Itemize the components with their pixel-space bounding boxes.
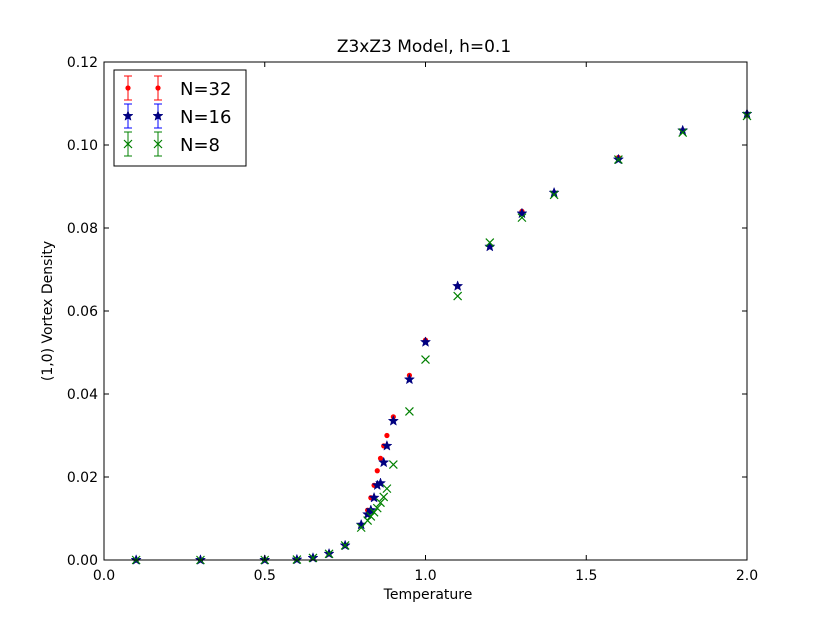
legend-marker: [152, 110, 164, 121]
data-point: [453, 291, 463, 301]
data-point: [387, 415, 399, 426]
data-point: [452, 280, 464, 291]
data-point: [376, 498, 385, 508]
legend-marker: [123, 139, 133, 149]
data-point: [613, 155, 623, 164]
legend-marker: [122, 110, 134, 121]
y-tick-label: 0.00: [67, 553, 98, 569]
x-tick-label: 2.0: [736, 568, 758, 584]
legend-marker: [153, 139, 163, 149]
y-tick-label: 0.10: [67, 138, 98, 154]
data-point: [378, 456, 390, 468]
x-tick-label: 1.5: [575, 568, 597, 584]
data-point: [403, 373, 416, 385]
x-axis-label: Temperature: [383, 587, 473, 603]
axis-ticks: 0.0 0.5 1.0 1.5 2.0 0.00 0.02 0.04 0.06 0.08 0.10 0…: [67, 55, 758, 584]
data-point: [382, 484, 392, 494]
legend-label: N=32: [180, 79, 231, 100]
legend-box: [113, 69, 247, 167]
data-point: [549, 190, 559, 200]
x-tick-label: 0.0: [93, 568, 115, 584]
data-point: [388, 460, 398, 469]
data-point: [379, 492, 389, 502]
data-point: [377, 455, 384, 461]
data-point: [368, 491, 380, 503]
x-tick-label: 0.5: [254, 568, 276, 584]
legend-marker: [155, 85, 161, 91]
data-point: [485, 238, 495, 247]
legend-label: N=16: [180, 107, 231, 128]
data-point: [363, 516, 373, 525]
legend: N=32 N=16 N=8: [113, 69, 247, 167]
data-point: [366, 512, 376, 521]
data-point: [308, 553, 318, 563]
x-tick-label: 1.0: [414, 568, 436, 584]
y-tick-label: 0.04: [67, 387, 98, 403]
data-point: [381, 439, 393, 451]
data-point: [405, 407, 414, 416]
chart-title: Z3xZ3 Model, h=0.1: [337, 37, 511, 57]
y-tick-label: 0.08: [67, 221, 98, 237]
y-axis-label: (1,0) Vortex Density: [40, 241, 56, 381]
data-point: [516, 207, 528, 219]
data-point: [324, 549, 334, 559]
data-point: [384, 432, 390, 439]
data-point: [340, 541, 350, 550]
data-point: [374, 468, 380, 474]
y-tick-label: 0.02: [67, 470, 98, 486]
data-point: [517, 213, 527, 223]
data-point: [419, 336, 432, 347]
data-point: [369, 507, 379, 517]
data-point: [372, 503, 382, 513]
legend-marker: [125, 85, 131, 91]
data-point: [421, 355, 430, 364]
data-point: [484, 240, 496, 252]
data-point: [374, 477, 387, 489]
data-point: [356, 523, 366, 533]
y-tick-label: 0.06: [67, 304, 98, 320]
legend-label: N=8: [180, 135, 220, 156]
y-tick-label: 0.12: [67, 55, 98, 71]
data-point: [678, 128, 688, 137]
